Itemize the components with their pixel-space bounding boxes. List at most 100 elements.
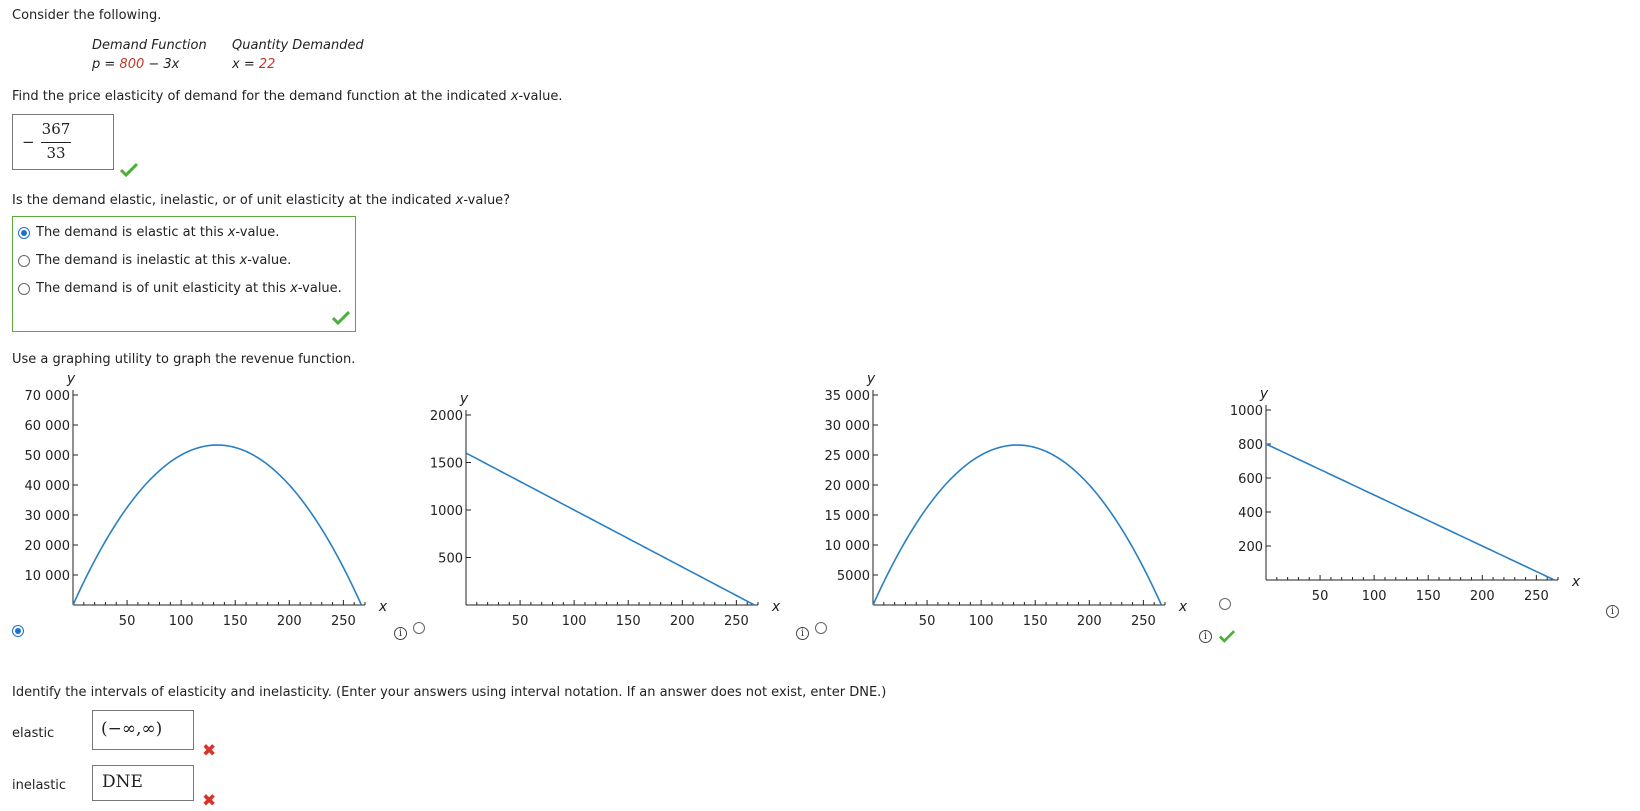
x-tick-label: 250 <box>331 614 356 629</box>
y-tick-label: 500 <box>438 552 463 567</box>
radio-graph-4[interactable] <box>1219 598 1231 610</box>
x-tick-label: 200 <box>670 614 695 629</box>
correct-check-icon <box>332 311 350 325</box>
y-tick-label: 10 000 <box>825 539 871 554</box>
graph-g2: 50 100 150 200 250 2000 1500 1000 500 y x <box>430 391 781 629</box>
y-tick-label: 35 000 <box>825 389 871 404</box>
x-tick-label: 250 <box>1131 614 1156 629</box>
x-tick-label: 100 <box>169 614 194 629</box>
demand-function-value: p = 800 − 3x <box>92 57 180 72</box>
answer-denominator: 33 <box>46 144 66 162</box>
quantity-demanded-value: x = 22 <box>232 57 276 72</box>
inelastic-label: inelastic <box>12 778 67 793</box>
x-tick-label: 50 <box>919 614 936 629</box>
incorrect-cross-icon: ✖ <box>202 791 217 811</box>
x-tick-label: 50 <box>119 614 136 629</box>
graph-g3: 50 100 150 200 250 35 000 30 000 25 000 20 000 15… <box>825 375 1188 629</box>
intro-text: Consider the following. <box>12 8 162 23</box>
x-tick-label: 200 <box>1470 589 1495 604</box>
q3-prompt: Use a graphing utility to graph the reve… <box>12 352 356 367</box>
graph-g4: 50 100 150 200 250 1000 800 600 400 200 y x <box>1230 386 1581 604</box>
info-icon[interactable]: i <box>796 627 809 640</box>
y-tick-label: 600 <box>1238 472 1263 487</box>
y-tick-label: 30 000 <box>25 509 71 524</box>
incorrect-cross-icon: ✖ <box>202 741 217 761</box>
revenue-curve <box>465 452 755 606</box>
radio-elastic[interactable] <box>18 227 30 239</box>
q2-prompt: Is the demand elastic, inelastic, or of … <box>12 193 511 208</box>
elastic-interval-input[interactable]: (−∞,∞) <box>92 710 194 750</box>
y-tick-label: 5000 <box>837 569 870 584</box>
y-tick-label: 2000 <box>430 409 463 424</box>
radio-graph-3[interactable] <box>815 622 827 634</box>
x-tick-label: 250 <box>724 614 749 629</box>
x-tick-label: 150 <box>1416 589 1441 604</box>
y-axis-label: y <box>459 391 469 407</box>
x-axis-label: x <box>1571 574 1581 590</box>
answer-sign: − <box>22 133 35 151</box>
y-tick-label: 400 <box>1238 506 1263 521</box>
y-axis-label: y <box>866 375 876 387</box>
correct-check-icon <box>120 163 138 177</box>
radio-unit-elasticity[interactable] <box>18 283 30 295</box>
radio-graph-2[interactable] <box>413 622 425 634</box>
y-tick-label: 15 000 <box>825 509 871 524</box>
y-tick-label: 30 000 <box>825 419 871 434</box>
y-tick-label: 1000 <box>1230 404 1263 419</box>
answer-numerator: 367 <box>41 120 71 138</box>
y-axis-label: y <box>1259 386 1269 402</box>
graph-g1: 50 100 150 200 250 70 000 60 000 50 000 40 000 30… <box>25 375 388 629</box>
quantity-demanded-header: Quantity Demanded <box>232 38 364 53</box>
revenue-curve <box>1265 443 1555 581</box>
x-tick-label: 150 <box>1023 614 1048 629</box>
x-tick-label: 250 <box>1524 589 1549 604</box>
x-tick-label: 50 <box>1312 589 1329 604</box>
option-elastic-label: The demand is elastic at this x-value. <box>36 225 280 240</box>
inelastic-interval-input[interactable]: DNE <box>92 765 194 801</box>
elastic-label: elastic <box>12 726 55 741</box>
q4-prompt: Identify the intervals of elasticity and… <box>12 685 887 700</box>
x-tick-label: 100 <box>1362 589 1387 604</box>
x-axis-label: x <box>771 599 781 615</box>
y-tick-label: 25 000 <box>825 449 871 464</box>
x-tick-label: 200 <box>277 614 302 629</box>
revenue-curve <box>72 444 363 606</box>
y-tick-label: 1500 <box>430 457 463 472</box>
elasticity-answer-box[interactable]: − 367 33 <box>12 114 114 170</box>
x-tick-label: 150 <box>223 614 248 629</box>
elastic-interval-value: (−∞,∞) <box>101 719 163 739</box>
q1-prompt: Find the price elasticity of demand for … <box>12 89 563 104</box>
elasticity-choice-group <box>12 216 356 332</box>
y-tick-label: 40 000 <box>25 479 71 494</box>
y-tick-label: 1000 <box>430 504 463 519</box>
y-tick-label: 10 000 <box>25 569 71 584</box>
x-tick-label: 50 <box>512 614 529 629</box>
option-inelastic-label: The demand is inelastic at this x-value. <box>36 253 292 268</box>
option-unit-label: The demand is of unit elasticity at this… <box>36 281 342 296</box>
y-tick-label: 60 000 <box>25 419 71 434</box>
inelastic-interval-value: DNE <box>102 772 143 792</box>
y-axis-label: y <box>66 375 76 387</box>
y-tick-label: 50 000 <box>25 449 71 464</box>
y-tick-label: 70 000 <box>25 389 71 404</box>
radio-inelastic[interactable] <box>18 255 30 267</box>
y-tick-label: 800 <box>1238 438 1263 453</box>
info-icon[interactable]: i <box>1199 630 1212 643</box>
x-axis-label: x <box>378 599 388 615</box>
x-tick-label: 150 <box>616 614 641 629</box>
correct-check-icon <box>1219 630 1235 643</box>
x-tick-label: 100 <box>969 614 994 629</box>
x-axis-label: x <box>1178 599 1188 615</box>
radio-graph-1[interactable] <box>12 625 24 637</box>
info-icon[interactable]: i <box>1606 605 1619 618</box>
y-tick-label: 200 <box>1238 540 1263 555</box>
y-tick-label: 20 000 <box>25 539 71 554</box>
demand-function-header: Demand Function <box>92 38 207 53</box>
y-tick-label: 20 000 <box>825 479 871 494</box>
x-tick-label: 100 <box>562 614 587 629</box>
revenue-curve <box>872 444 1163 606</box>
revenue-graph-choices: 50 100 150 200 250 70 000 60 000 50 000 40 000 30… <box>25 375 1581 629</box>
info-icon[interactable]: i <box>394 627 407 640</box>
x-tick-label: 200 <box>1077 614 1102 629</box>
fraction-bar <box>41 142 71 143</box>
